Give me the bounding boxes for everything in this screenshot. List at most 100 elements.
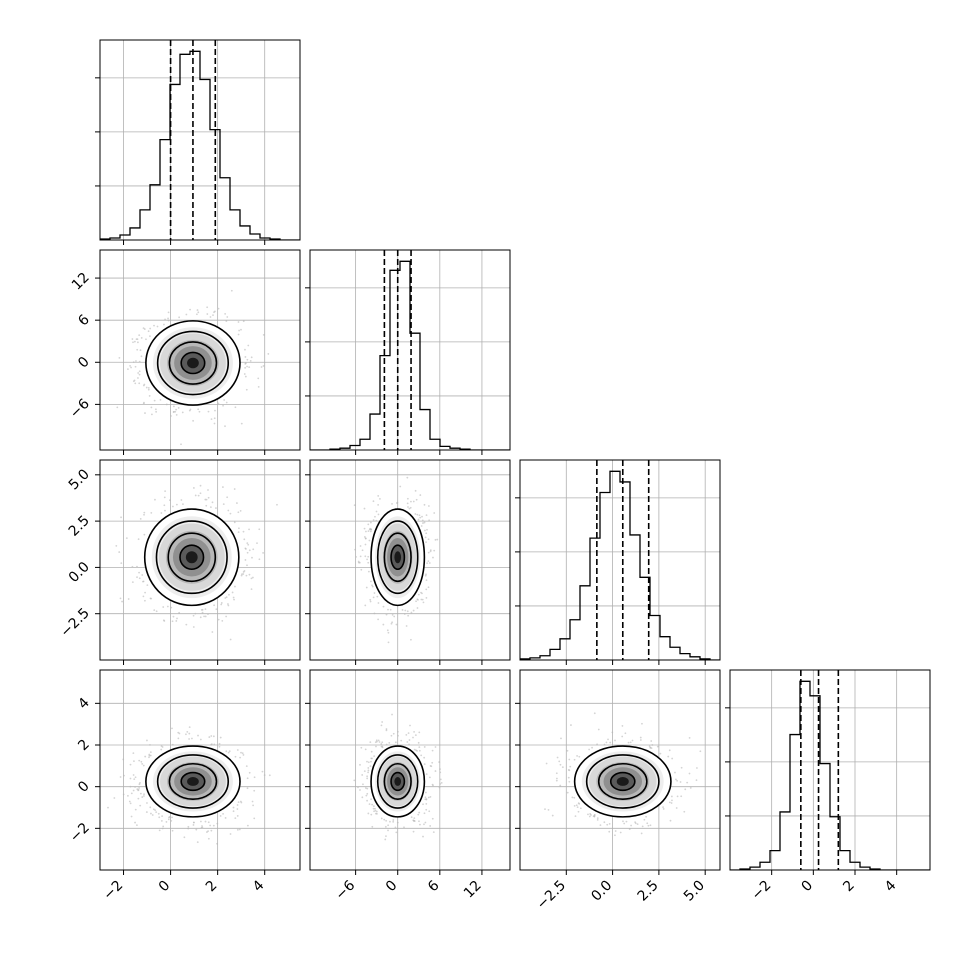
scatter-point [206,306,209,309]
scatter-point [225,320,228,323]
scatter-point [641,722,643,725]
scatter-point [403,613,406,615]
scatter-point [178,316,181,319]
density-level [394,777,402,786]
scatter-point [148,395,151,397]
scatter-point [423,503,426,506]
scatter-point [155,410,158,413]
scatter-point [233,521,236,524]
scatter-point [214,310,216,313]
scatter-point [425,579,428,582]
scatter-point [141,796,144,798]
scatter-point [145,338,147,341]
scatter-point [425,541,427,544]
scatter-point [427,560,430,563]
scatter-point [138,759,141,762]
scatter-point [423,746,426,748]
scatter-point [170,415,172,417]
scatter-point [427,586,430,589]
scatter-point [144,591,146,594]
scatter-point [361,549,364,552]
scatter-point [188,726,191,729]
density-level [187,777,199,786]
scatter-point [171,743,174,746]
scatter-point [646,822,649,825]
scatter-point [606,823,609,826]
scatter-point [387,631,390,634]
histogram-frame [729,669,931,871]
scatter-point [174,410,177,413]
scatter-point [569,765,572,768]
scatter-point [206,313,209,315]
scatter-point [198,410,201,413]
scatter-point [234,406,237,409]
scatter-point [560,737,562,740]
contour-line [376,754,419,809]
scatter-point [212,735,215,738]
scatter-point [189,408,192,411]
scatter-point [257,385,260,388]
scatter-point [366,760,368,763]
scatter-point [141,574,144,576]
scatter-point [195,828,198,831]
scatter-point [368,539,371,542]
scatter-point [357,560,360,563]
scatter-point [385,743,388,746]
scatter-point [118,356,121,359]
scatter-point [404,609,407,612]
scatter-point [232,806,235,809]
scatter-point [387,608,389,611]
scatter-point [434,538,437,541]
scatter-point [367,767,370,769]
scatter-point [367,771,369,774]
scatter-point [147,388,150,391]
scatter-point [260,366,263,368]
scatter-point [363,770,366,773]
scatter-point [165,403,168,406]
density-panel-2-0 [115,484,278,641]
scatter-point [146,584,149,587]
scatter-point [375,810,378,813]
scatter-point [171,816,173,819]
scatter-point [215,608,218,611]
scatter-point [614,834,616,837]
x-tick-label: 0 [156,878,174,896]
scatter-point [566,791,569,794]
scatter-point [366,558,368,561]
scatter-point [662,808,665,810]
scatter-point [684,788,687,791]
scatter-point [241,752,244,755]
scatter-point [214,409,216,412]
scatter-point [258,528,261,531]
scatter-point [413,730,415,733]
scatter-point [425,773,428,776]
scatter-point [139,804,142,807]
scatter-point [670,802,673,804]
scatter-point [377,495,380,497]
scatter-point [671,757,674,760]
scatter-point [630,824,632,827]
scatter-point [185,733,187,736]
scatter-point [142,764,145,767]
scatter-point [426,528,428,531]
grid-lines [310,250,510,450]
scatter-point [152,808,155,811]
scatter-point [651,744,654,746]
scatter-point [372,807,375,810]
scatter-point [622,820,624,823]
histogram-step [310,260,510,450]
scatter-point [429,549,432,552]
scatter-point [131,338,134,340]
scatter-point [138,787,140,789]
scatter-point [376,595,379,598]
scatter-point [157,812,160,815]
contour-line [573,745,672,818]
contour-line [156,330,230,396]
scatter-point [182,503,184,506]
scatter-point [207,496,210,499]
x-tick-label: 12 [461,878,485,902]
scatter-point [614,739,616,742]
scatter-point [576,806,579,809]
scatter-point [627,741,630,744]
scatter-point [163,323,165,326]
